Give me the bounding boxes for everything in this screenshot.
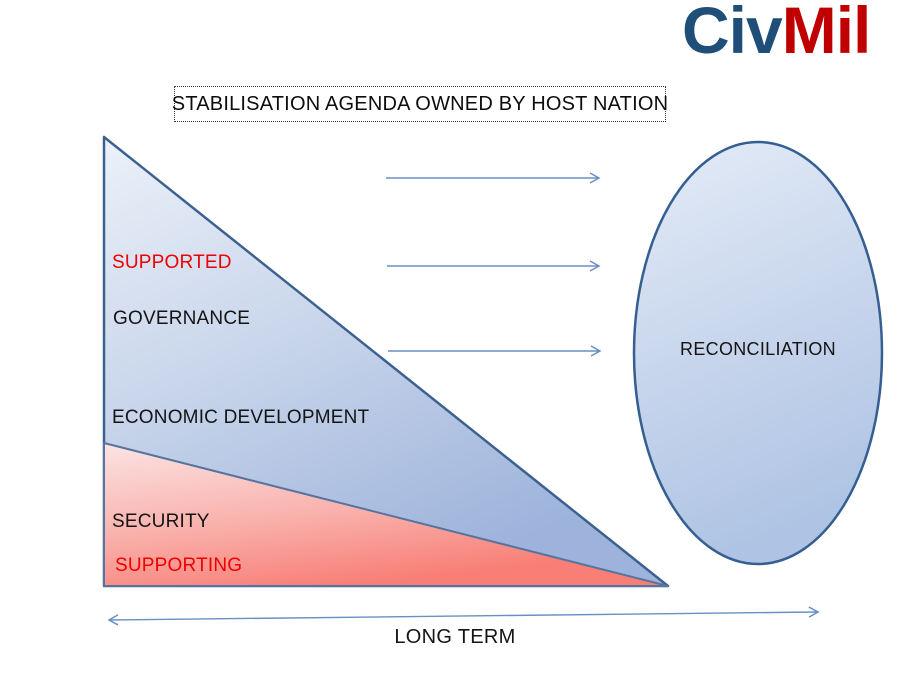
logo-civ-text: Civ: [682, 0, 783, 67]
long-term-label: LONG TERM: [394, 626, 516, 648]
security-label: SECURITY: [112, 511, 210, 532]
economic-development-label: ECONOMIC DEVELOPMENT: [112, 407, 370, 428]
logo-mil-text: Mil: [781, 0, 872, 67]
reconciliation-label: RECONCILIATION: [680, 339, 836, 359]
title-banner-text: STABILISATION AGENDA OWNED BY HOST NATIO…: [171, 92, 669, 115]
title-banner: STABILISATION AGENDA OWNED BY HOST NATIO…: [171, 86, 669, 122]
reconciliation-ellipse-shape: [632, 140, 884, 566]
supporting-label: SUPPORTING: [115, 555, 243, 576]
governance-label: GOVERNANCE: [113, 308, 251, 329]
supported-label: SUPPORTED: [112, 252, 232, 273]
civmil-logo: CivMil: [682, 0, 872, 67]
military-triangle-shape: [103, 442, 669, 587]
long-term-arrow: [107, 606, 820, 626]
